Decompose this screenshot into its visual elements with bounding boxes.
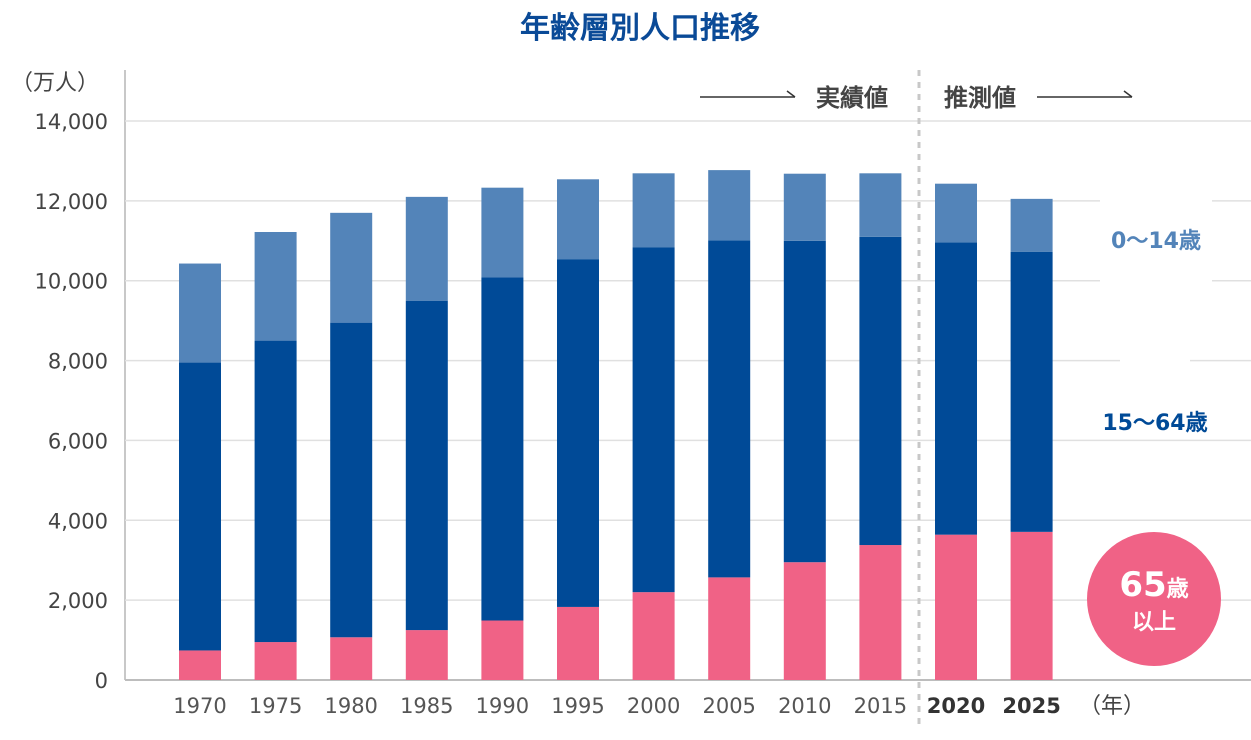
- legend-gap: [1100, 275, 1212, 287]
- y-tick-label: 4,000: [48, 509, 108, 533]
- legend-gap: [1120, 355, 1190, 367]
- bar-segment: [783, 562, 826, 680]
- bar-segment: [254, 232, 297, 341]
- y-tick-label: 10,000: [35, 270, 108, 294]
- bar-segment: [179, 650, 221, 680]
- x-tick-label: 1990: [476, 694, 529, 718]
- y-axis-label: （万人）: [11, 71, 99, 96]
- legend-65plus-line2: 以上: [1132, 610, 1176, 635]
- legend-65plus-circle: [1087, 532, 1221, 666]
- bar-segment: [632, 173, 675, 248]
- y-tick-label: 14,000: [35, 110, 108, 134]
- legend-65plus-line1: 65歳: [1119, 565, 1188, 605]
- bar-segment: [1010, 198, 1053, 252]
- x-tick-label: 2015: [854, 694, 907, 718]
- bar-segment: [859, 173, 902, 237]
- y-tick-label: 0: [95, 669, 108, 693]
- x-tick-label: 1975: [249, 694, 302, 718]
- bar-segment: [632, 247, 675, 593]
- legend-65plus-badge: 65歳 以上: [1087, 532, 1221, 666]
- tick-labels: 0 2,000 4,000 6,000 8,000 10,000 12,000 14,000 1…: [35, 110, 1061, 718]
- x-axis-label: （年）: [1079, 694, 1145, 719]
- projection-annotation: 推測値: [944, 84, 1133, 112]
- chart-title: 年齢層別人口推移: [520, 11, 760, 46]
- bar-segment: [708, 240, 751, 578]
- legend-gap: [1100, 195, 1212, 207]
- bar-segment: [935, 242, 977, 535]
- grid-lines: [124, 70, 1251, 681]
- bar-segment: [859, 236, 902, 546]
- bar-segment: [405, 196, 448, 301]
- x-tick-label: 2020: [927, 694, 985, 718]
- bar-segment: [405, 300, 448, 631]
- bar-segment: [179, 263, 221, 363]
- bar-segment: [935, 534, 977, 680]
- x-tick-label: 2005: [702, 694, 755, 718]
- bar-segment: [557, 179, 599, 260]
- x-tick-label: 1970: [173, 694, 226, 718]
- bar-segment: [330, 212, 373, 323]
- bar-segment: [405, 630, 448, 680]
- y-tick-label: 6,000: [48, 429, 108, 453]
- actual-annotation: 実績値: [700, 84, 888, 112]
- bar-segment: [481, 187, 524, 278]
- bar-segment: [859, 545, 902, 680]
- legend-0-14: 0〜14歳: [1111, 229, 1201, 254]
- x-tick-label: 1985: [400, 694, 453, 718]
- bar-segment: [557, 606, 599, 680]
- x-tick-label: 1980: [324, 694, 377, 718]
- x-tick-label: 2025: [1002, 694, 1060, 718]
- bar-segment: [1010, 251, 1053, 532]
- bar-segment: [481, 620, 524, 680]
- bar-segment: [632, 592, 675, 680]
- bar-segment: [330, 637, 373, 680]
- bar-segment: [557, 259, 599, 607]
- actual-label: 実績値: [816, 84, 888, 112]
- bar-segment: [330, 322, 373, 638]
- bar-segment: [783, 173, 826, 241]
- y-tick-label: 12,000: [35, 190, 108, 214]
- bar-segment: [1010, 531, 1053, 680]
- bars-group: [179, 170, 1053, 680]
- x-tick-label: 1995: [551, 694, 604, 718]
- bar-segment: [708, 170, 751, 241]
- bar-segment: [254, 642, 297, 680]
- bar-segment: [179, 362, 221, 651]
- bar-segment: [481, 277, 524, 621]
- projection-label: 推測値: [944, 84, 1016, 112]
- bar-segment: [708, 577, 751, 680]
- bar-segment: [254, 340, 297, 643]
- y-tick-label: 2,000: [48, 589, 108, 613]
- y-tick-label: 8,000: [48, 350, 108, 374]
- bar-segment: [783, 240, 826, 563]
- bar-segment: [935, 183, 977, 243]
- legend-15-64: 15〜64歳: [1102, 411, 1207, 436]
- x-tick-label: 2010: [778, 694, 831, 718]
- x-tick-label: 2000: [627, 694, 680, 718]
